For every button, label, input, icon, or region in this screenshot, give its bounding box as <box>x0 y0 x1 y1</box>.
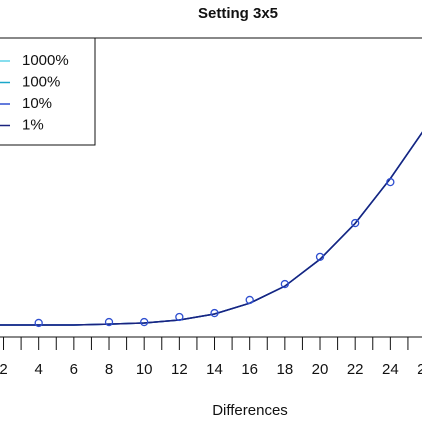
x-tick-label: 12 <box>171 361 188 378</box>
data-point <box>140 317 149 327</box>
data-point <box>245 295 254 305</box>
series-line <box>0 131 422 326</box>
x-tick-label: 14 <box>206 361 223 378</box>
series-line <box>0 131 422 326</box>
legend-label: 1000% <box>22 52 69 69</box>
x-tick-label: 10 <box>136 361 153 378</box>
legend-label: 10% <box>22 95 52 112</box>
x-tick-label: 26 <box>417 361 422 378</box>
chart-title: Setting 3x5 <box>198 5 278 22</box>
series-line <box>0 131 422 326</box>
x-tick-label: 4 <box>35 361 43 378</box>
x-tick-label: 6 <box>70 361 78 378</box>
x-tick-label: 8 <box>105 361 113 378</box>
plot-area <box>0 131 422 328</box>
legend-label: 1% <box>22 116 44 133</box>
x-tick-label: 22 <box>347 361 364 378</box>
x-axis-label: Differences <box>212 402 288 419</box>
data-point <box>34 318 43 328</box>
x-tick-label: 2 <box>0 361 8 378</box>
data-point <box>104 317 114 327</box>
legend-box <box>0 37 96 146</box>
legend-label: 100% <box>22 73 60 90</box>
x-tick-label: 16 <box>241 361 258 378</box>
data-point <box>280 279 290 289</box>
data-point <box>386 177 395 187</box>
series-line <box>0 131 422 326</box>
data-point <box>210 308 219 318</box>
data-point <box>175 312 184 322</box>
data-point <box>351 218 360 228</box>
data-point <box>315 252 325 262</box>
x-tick-label: 20 <box>312 361 329 378</box>
x-tick-label: 24 <box>382 361 399 378</box>
x-tick-label: 18 <box>277 361 294 378</box>
